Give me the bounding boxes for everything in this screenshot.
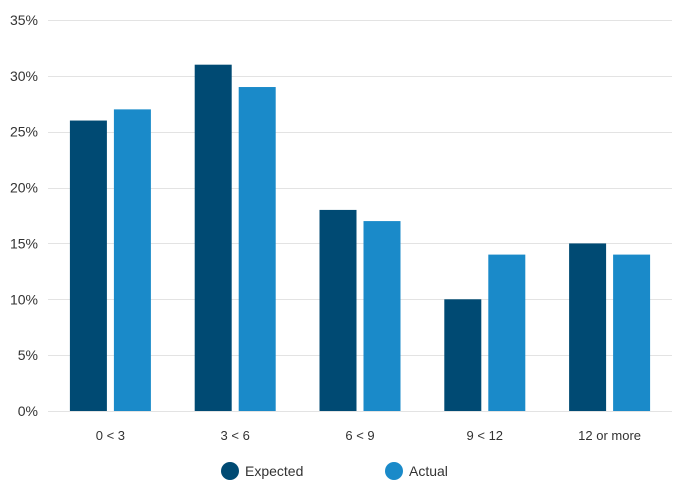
x-category-label: 3 < 6 [221,428,250,443]
y-tick-label: 35% [10,12,38,28]
bar-expected-2 [319,209,357,411]
bar-actual-0 [113,109,151,411]
x-category-label: 0 < 3 [96,428,125,443]
bars [69,64,651,412]
bar-actual-4 [613,254,651,411]
bar-actual-1 [238,87,276,412]
x-category-label: 6 < 9 [345,428,374,443]
x-category-label: 12 or more [578,428,641,443]
bar-actual-2 [363,221,401,411]
y-tick-label: 10% [10,291,38,307]
x-axis-labels: 0 < 3 3 < 6 6 < 9 9 < 12 12 or more [96,428,641,443]
legend-swatch-actual [385,462,403,480]
y-axis-ticks: 0% 5% 10% 15% 20% 25% 30% 35% [10,12,38,419]
y-tick-label: 25% [10,124,38,140]
y-tick-label: 0% [18,403,38,419]
bar-expected-3 [444,299,482,411]
gridlines [48,20,672,412]
bar-expected-4 [569,243,607,411]
legend-label-actual: Actual [409,463,448,479]
y-tick-label: 5% [18,347,38,363]
legend-label-expected: Expected [245,463,303,479]
y-tick-label: 30% [10,68,38,84]
bar-expected-1 [194,64,232,411]
legend-swatch-expected [221,462,239,480]
legend: Expected Actual [221,462,448,480]
bar-expected-0 [69,120,107,412]
x-category-label: 9 < 12 [467,428,504,443]
y-tick-label: 15% [10,235,38,251]
y-tick-label: 20% [10,180,38,196]
bar-actual-3 [488,254,526,411]
